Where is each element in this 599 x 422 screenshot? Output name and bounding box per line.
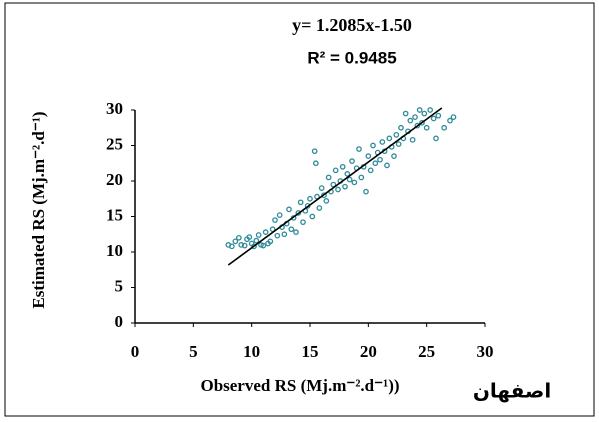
data-point [407, 117, 414, 124]
y-tick-label: 5 [115, 276, 124, 295]
data-point [419, 119, 425, 126]
data-point [349, 158, 355, 164]
station-name: اصفهان [473, 379, 551, 403]
data-point [344, 171, 351, 177]
y-axis-label: Estimated RS (Mj.m⁻².d⁻¹) [29, 111, 48, 308]
data-point [309, 213, 316, 220]
data-point [395, 141, 402, 147]
data-point [251, 243, 257, 250]
data-point [346, 176, 353, 183]
data-point [276, 212, 283, 218]
r-squared: R² = 0.9485 [307, 48, 396, 67]
x-tick-label: 15 [302, 342, 319, 361]
data-point [409, 136, 416, 143]
data-point [332, 167, 339, 174]
equation: y= 1.2085x-1.50 [292, 15, 412, 35]
data-point [377, 156, 383, 163]
data-point [447, 117, 453, 124]
data-point [293, 229, 299, 235]
data-point [228, 243, 235, 250]
data-point [421, 110, 428, 117]
data-point [414, 122, 421, 129]
data-point [427, 107, 434, 113]
data-point [416, 107, 423, 113]
data-point [330, 181, 337, 188]
x-axis-label: Observed RS (Mj.m⁻².d⁻¹)) [200, 376, 399, 395]
data-point [318, 185, 325, 191]
data-point [316, 205, 323, 211]
data-point [281, 231, 288, 238]
y-tick-label: 30 [106, 99, 123, 118]
data-point [450, 114, 457, 120]
data-point [262, 229, 269, 235]
data-point [367, 167, 374, 174]
data-point [391, 153, 397, 159]
data-point [272, 217, 278, 223]
data-point [441, 124, 448, 131]
data-point [356, 146, 362, 152]
x-tick-label: 0 [131, 342, 140, 361]
data-point [274, 232, 281, 239]
data-point [311, 148, 318, 155]
data-point [342, 183, 348, 190]
y-tick-label: 20 [106, 170, 123, 189]
data-point [386, 135, 393, 142]
y-tick-label: 15 [106, 205, 123, 224]
data-point [241, 242, 248, 249]
data-point [321, 192, 327, 199]
data-point [433, 135, 439, 142]
data-point [398, 124, 404, 131]
data-point [370, 142, 376, 149]
data-point [295, 210, 302, 216]
data-point [232, 238, 239, 245]
data-point [286, 206, 292, 213]
y-tick-label: 0 [115, 312, 124, 331]
data-point [358, 174, 365, 181]
data-point [363, 188, 369, 195]
x-tick-label: 5 [189, 342, 198, 361]
data-point [335, 186, 341, 193]
y-tick-label: 10 [106, 241, 123, 260]
data-point [365, 153, 372, 159]
data-point [288, 226, 295, 233]
data-point [351, 179, 358, 186]
data-point [253, 237, 260, 244]
data-point [430, 115, 437, 122]
data-point [435, 112, 442, 119]
data-point [238, 242, 245, 248]
y-tick-label: 25 [106, 134, 123, 153]
trendline [227, 107, 443, 266]
data-point [339, 163, 346, 170]
data-point [312, 160, 319, 167]
data-point [297, 199, 304, 206]
data-point [379, 139, 386, 145]
data-point [372, 160, 379, 167]
data-point [393, 132, 400, 138]
data-point [307, 195, 313, 202]
data-point [246, 234, 253, 240]
x-tick-label: 30 [477, 342, 494, 361]
frame [4, 2, 595, 417]
data-point [423, 124, 430, 131]
data-point [323, 198, 330, 204]
data-point [325, 174, 332, 181]
data-point [402, 110, 409, 117]
x-tick-label: 25 [418, 342, 435, 361]
data-point [267, 238, 274, 245]
x-tick-label: 10 [243, 342, 260, 361]
data-point [300, 219, 306, 226]
data-point [412, 114, 418, 120]
data-point [255, 232, 262, 238]
data-point [260, 242, 267, 249]
x-tick-label: 20 [360, 342, 377, 361]
data-point [384, 162, 390, 169]
data-point [235, 234, 242, 241]
